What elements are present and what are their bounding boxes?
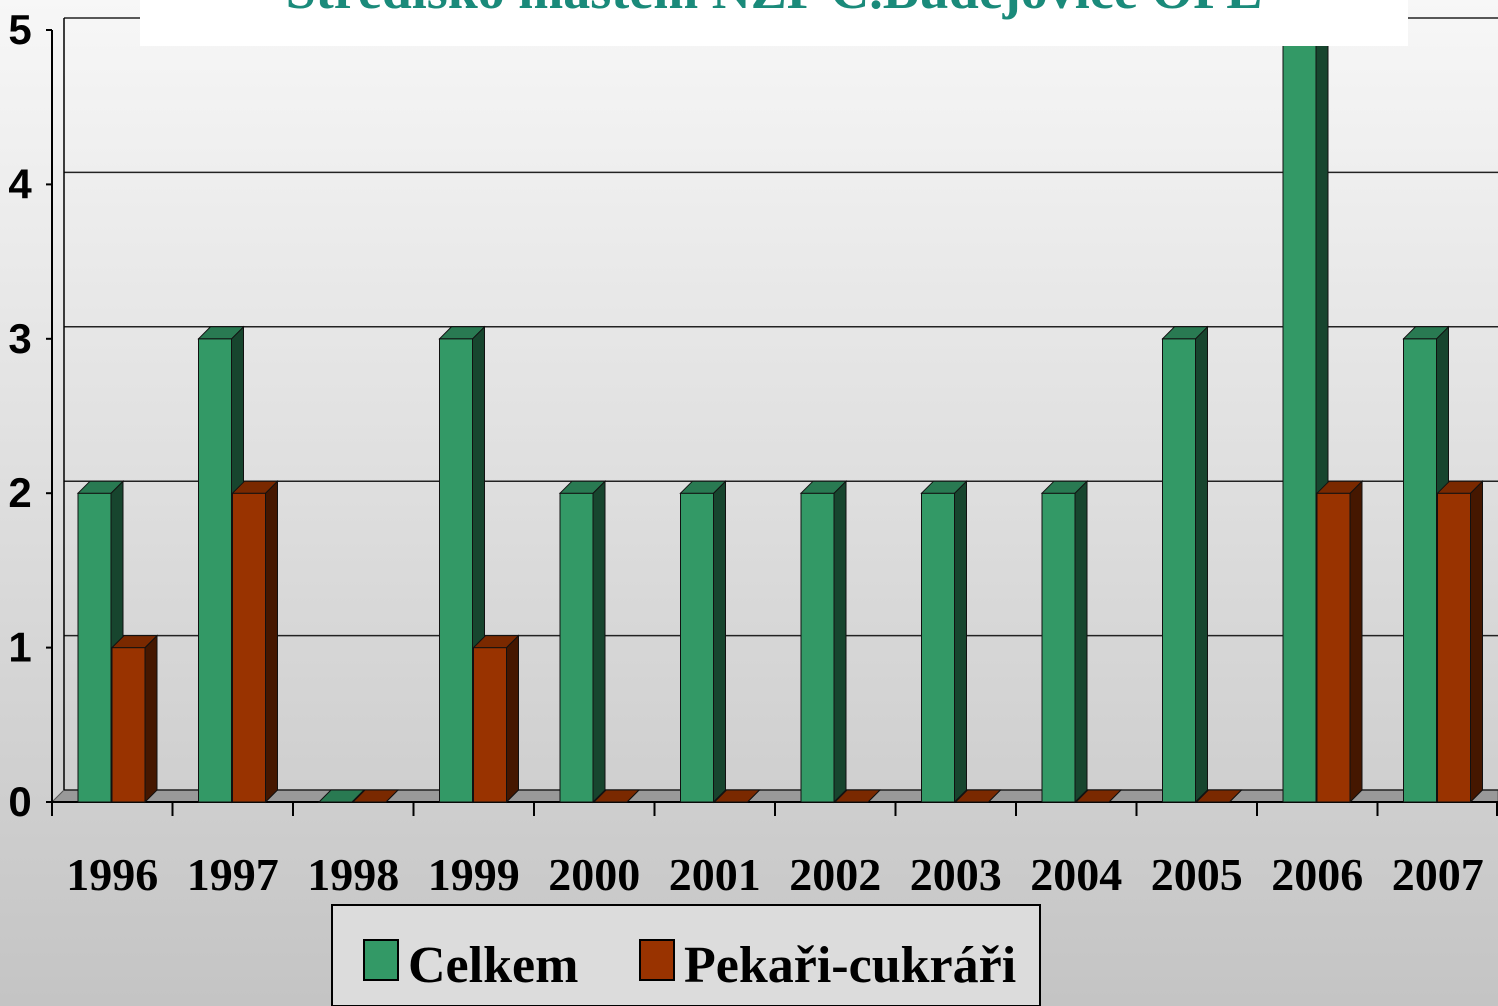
bar-top [679, 480, 727, 494]
bar [1162, 338, 1196, 803]
bar-side [1195, 325, 1208, 804]
x-tick-label: 2001 [669, 849, 761, 900]
x-tick-label: 2006 [1271, 849, 1363, 900]
bar-top [1195, 789, 1243, 803]
bar [1403, 338, 1437, 803]
bar [439, 338, 473, 803]
bar-top [1161, 326, 1209, 340]
bar-top [1436, 480, 1484, 494]
bar-top [799, 480, 848, 494]
x-tick-label: 1997 [187, 849, 279, 900]
bar-top [197, 326, 245, 340]
bar [77, 492, 112, 803]
legend-swatch [363, 939, 399, 981]
bar [1282, 29, 1317, 803]
plot: 0 1 2 3 4 5 1996 1997 1998 1999 2000 2001 2002 2003 20… [8, 6, 1498, 900]
bar-side [592, 479, 606, 804]
bar-side [144, 634, 158, 804]
y-tick-label: 0 [8, 778, 31, 825]
bar-top [317, 789, 366, 803]
bar-top [231, 480, 279, 494]
bar-top [1074, 789, 1123, 803]
x-tick-label: 2005 [1151, 849, 1243, 900]
bar-side [265, 479, 278, 804]
bar [111, 647, 146, 803]
y-tick-label: 1 [8, 624, 31, 671]
y-tick-label: 4 [8, 160, 32, 207]
bar-top [1040, 480, 1089, 494]
bar [559, 492, 594, 803]
bar [1041, 492, 1076, 803]
x-tick-label: 1999 [428, 849, 520, 900]
bar-top [472, 635, 520, 649]
x-tick-label: 2004 [1030, 849, 1122, 900]
bar-top [1315, 480, 1364, 494]
bar [198, 338, 232, 803]
bar-side [1470, 479, 1483, 804]
bar [232, 492, 266, 803]
y-tick-label: 3 [8, 315, 31, 362]
bar-top [592, 789, 641, 803]
bar-top [920, 480, 968, 494]
x-tick-label: 2003 [910, 849, 1002, 900]
bar-side [713, 479, 726, 804]
bar-top [76, 480, 125, 494]
legend-label: Celkem [408, 937, 578, 994]
bar-side [1074, 479, 1088, 804]
x-tick-label: 2007 [1392, 849, 1484, 900]
title-box [140, 0, 1408, 46]
bar [1316, 492, 1351, 803]
bar-top [438, 326, 486, 340]
legend-label: Pekaři-cukráři [684, 937, 1016, 994]
bar-top [351, 789, 400, 803]
bar-top [833, 789, 882, 803]
bar-top [954, 789, 1002, 803]
bar [800, 492, 835, 803]
bar-top [1402, 326, 1450, 340]
bar-top [558, 480, 607, 494]
y-tick-label: 2 [8, 469, 31, 516]
y-tick-label: 5 [8, 6, 31, 53]
x-tick-label: 1998 [307, 849, 399, 900]
x-tick-label: 1996 [66, 849, 158, 900]
bar [921, 492, 955, 803]
bar [473, 647, 507, 803]
bar-side [506, 634, 519, 804]
x-tick-label: 2000 [548, 849, 640, 900]
bar-side [1349, 479, 1363, 804]
legend-swatch [639, 939, 675, 981]
x-tick-label: 2002 [789, 849, 881, 900]
bar-top [713, 789, 761, 803]
legend-box [331, 904, 1041, 1006]
bar [680, 492, 714, 803]
bar-side [954, 479, 967, 804]
bar-side [833, 479, 847, 804]
bar [1437, 492, 1471, 803]
chart-title: Středisko mastem NZP Č.Budějovice OPL [286, 0, 1262, 20]
bar-top [110, 635, 159, 649]
